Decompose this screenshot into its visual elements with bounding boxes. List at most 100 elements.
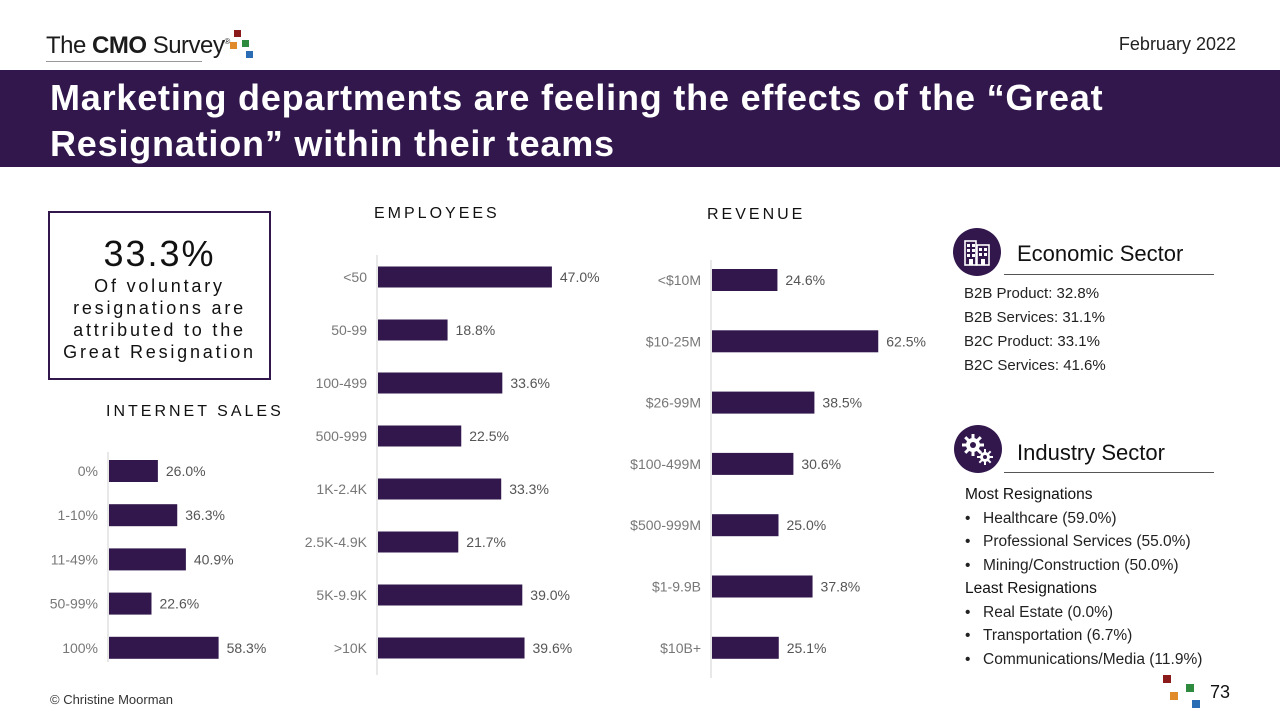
employees-chart: <50 47.0% 50-99 18.8% 100-499 33.6% 500-999 22.… (305, 255, 600, 675)
revenue-title: REVENUE (707, 206, 806, 223)
employees-category-label: <50 (343, 269, 367, 285)
internet-sales-category-label: 100% (62, 640, 98, 656)
revenue-category-label: $26-99M (646, 395, 701, 411)
kpi-value: 33.3% (103, 233, 216, 274)
logo-bold: CMO (92, 32, 147, 59)
employees-bar (378, 584, 523, 606)
revenue-category-label: $1-9.9B (652, 579, 701, 595)
internet-sales-title: INTERNET SALES (106, 403, 284, 420)
employees-category-label: 50-99 (331, 322, 367, 338)
revenue-chart: <$10M 24.6% $10-25M 62.5% $26-99M 38.5% $100-4… (630, 260, 926, 678)
employees-value-label: 18.8% (456, 322, 496, 338)
list-item: • Communications/Media (11.9%) (965, 648, 1202, 672)
revenue-bar (712, 452, 794, 475)
revenue-value-label: 24.6% (785, 272, 825, 288)
revenue-category-label: $500-999M (630, 517, 701, 533)
employees-bar (378, 478, 502, 500)
bullet: • (965, 650, 971, 668)
employees-category-label: 1K-2.4K (316, 481, 367, 497)
list-item: • Real Estate (0.0%) (965, 601, 1202, 625)
employees-category-label: 2.5K-4.9K (305, 534, 368, 550)
revenue-category-label: $10B+ (660, 640, 701, 656)
internet-sales-bar (109, 548, 186, 571)
bullet: • (965, 556, 971, 574)
internet-sales-category-label: 50-99% (50, 596, 98, 612)
logo-registered-mark: ® (224, 37, 230, 46)
revenue-value-label: 30.6% (801, 456, 841, 472)
internet-sales-bar (109, 592, 152, 615)
logo-squares-icon (229, 30, 260, 60)
logo-suffix: Survey (146, 32, 225, 59)
list-item-text: Professional Services (55.0%) (983, 533, 1191, 550)
revenue-bar (712, 330, 879, 353)
industry-sector-rule (1004, 472, 1214, 473)
list-item-text: Transportation (6.7%) (983, 627, 1133, 644)
copyright: © Christine Moorman (50, 692, 174, 707)
employees-value-label: 47.0% (560, 269, 600, 285)
employees-bar (378, 425, 462, 447)
economic-sector-list: B2B Product: 32.8% B2B Services: 31.1% B… (964, 282, 1106, 378)
list-item: B2C Services: 41.6% (964, 357, 1106, 374)
list-item: B2C Product: 33.1% (964, 333, 1100, 350)
employees-category-label: 500-999 (316, 428, 368, 444)
title-banner (0, 70, 1280, 167)
employees-title: EMPLOYEES (374, 205, 500, 222)
revenue-category-label: $10-25M (646, 333, 701, 349)
internet-sales-chart: 0% 26.0% 1-10% 36.3% 11-49% 40.9% 50-99% 22.6% 1… (50, 452, 267, 662)
building-icon (953, 228, 1001, 276)
bullet: • (965, 627, 971, 644)
revenue-value-label: 37.8% (821, 579, 861, 595)
revenue-bar (712, 636, 779, 659)
logo-underline (46, 61, 202, 62)
cmo-survey-logo: The CMO Survey® (46, 28, 260, 62)
employees-category-label: 5K-9.9K (316, 587, 367, 603)
industry-sector-list: Most Resignations • Healthcare (59.0%) • P… (965, 483, 1202, 671)
bullet: • (965, 509, 971, 527)
revenue-bar (712, 514, 779, 537)
employees-bar (378, 266, 552, 288)
bullet: • (965, 603, 971, 621)
revenue-value-label: 25.1% (787, 640, 827, 656)
kpi-box: 33.3% Of voluntary resignations are attr… (48, 211, 271, 380)
list-item: B2B Services: 31.1% (964, 309, 1105, 326)
internet-sales-value-label: 36.3% (185, 507, 225, 523)
internet-sales-bar (109, 460, 158, 482)
gears-icon (954, 425, 1002, 473)
economic-sector-title: Economic Sector (1017, 241, 1184, 266)
revenue-value-label: 38.5% (822, 395, 862, 411)
employees-value-label: 39.6% (533, 640, 573, 656)
list-item-text: Communications/Media (11.9%) (983, 650, 1203, 668)
employees-value-label: 22.5% (469, 428, 509, 444)
employees-category-label: 100-499 (316, 375, 368, 391)
economic-sector-rule (1004, 274, 1214, 275)
least-resignations-heading: Least Resignations (965, 580, 1097, 597)
internet-sales-value-label: 58.3% (227, 640, 267, 656)
logo-prefix: The (46, 32, 93, 59)
revenue-value-label: 62.5% (886, 333, 926, 349)
list-item: • Professional Services (55.0%) (965, 530, 1202, 554)
employees-bar (378, 531, 459, 553)
internet-sales-value-label: 26.0% (166, 463, 206, 479)
internet-sales-bar (109, 504, 178, 527)
employees-value-label: 21.7% (466, 534, 506, 550)
list-item: B2B Product: 32.8% (964, 285, 1100, 302)
list-item: • Transportation (6.7%) (965, 624, 1202, 648)
employees-bar (378, 372, 503, 394)
internet-sales-value-label: 22.6% (159, 596, 199, 612)
revenue-value-label: 25.0% (787, 517, 827, 533)
employees-bar (378, 637, 525, 659)
revenue-bar (712, 391, 815, 414)
list-item-text: Healthcare (59.0%) (983, 509, 1117, 527)
employees-value-label: 39.0% (530, 587, 570, 603)
internet-sales-category-label: 11-49% (51, 551, 98, 567)
employees-bar (378, 319, 448, 341)
employees-value-label: 33.3% (509, 481, 549, 497)
internet-sales-bar (109, 636, 219, 659)
internet-sales-value-label: 40.9% (194, 551, 234, 567)
internet-sales-category-label: 0% (78, 463, 98, 479)
list-item: • Healthcare (59.0%) (965, 507, 1202, 531)
internet-sales-category-label: 1-10% (58, 507, 98, 523)
report-date: February 2022 (1118, 34, 1236, 54)
revenue-bar (712, 575, 813, 598)
logo-squares-icon (1160, 674, 1200, 710)
